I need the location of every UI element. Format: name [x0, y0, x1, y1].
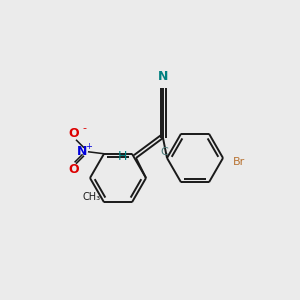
Text: O: O [69, 163, 79, 176]
Text: -: - [82, 123, 86, 133]
Text: O: O [69, 127, 79, 140]
Text: C: C [160, 147, 168, 157]
Text: +: + [85, 142, 92, 151]
Text: Br: Br [233, 157, 245, 167]
Text: H: H [117, 149, 127, 163]
Text: N: N [158, 70, 168, 83]
Text: N: N [77, 145, 87, 158]
Text: CH₃: CH₃ [83, 192, 101, 202]
